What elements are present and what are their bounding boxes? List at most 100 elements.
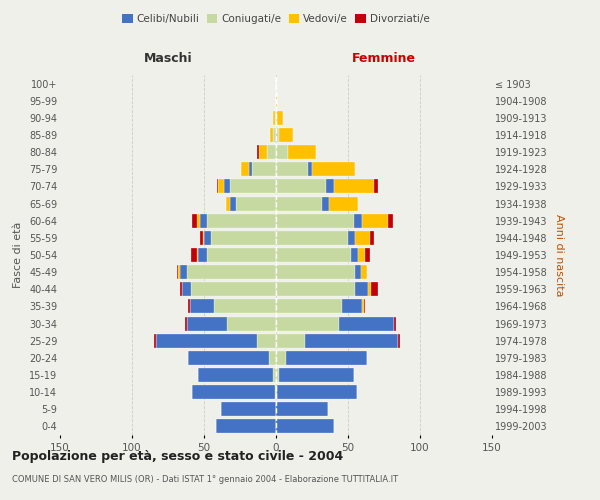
Bar [197, 248, 198, 262]
Bar [388, 214, 392, 228]
Bar [214, 300, 276, 314]
Bar [279, 128, 293, 142]
Bar [354, 214, 362, 228]
Bar [342, 300, 362, 314]
Bar [368, 282, 371, 296]
Bar [193, 385, 275, 399]
Bar [276, 180, 326, 194]
Bar [273, 111, 275, 125]
Bar [259, 145, 268, 159]
Bar [190, 300, 214, 314]
Bar [276, 334, 305, 347]
Bar [361, 265, 367, 279]
Bar [241, 162, 248, 176]
Bar [276, 300, 342, 314]
Bar [200, 214, 207, 228]
Bar [268, 145, 276, 159]
Bar [355, 231, 370, 245]
Bar [340, 316, 394, 330]
Bar [276, 231, 348, 245]
Text: Maschi: Maschi [143, 52, 193, 65]
Bar [224, 180, 230, 194]
Bar [182, 282, 191, 296]
Bar [187, 265, 276, 279]
Bar [230, 180, 276, 194]
Bar [191, 248, 197, 262]
Y-axis label: Anni di nascita: Anni di nascita [554, 214, 564, 296]
Bar [355, 282, 368, 296]
Bar [176, 265, 178, 279]
Bar [221, 402, 276, 416]
Bar [276, 94, 277, 108]
Bar [276, 402, 328, 416]
Bar [362, 300, 364, 314]
Bar [334, 180, 374, 194]
Bar [276, 282, 355, 296]
Bar [276, 351, 286, 365]
Bar [197, 214, 200, 228]
Text: COMUNE DI SAN VERO MILIS (OR) - Dati ISTAT 1° gennaio 2004 - Elaborazione TUTTIT: COMUNE DI SAN VERO MILIS (OR) - Dati IST… [12, 475, 398, 484]
Bar [257, 334, 276, 347]
Bar [187, 316, 227, 330]
Bar [276, 420, 334, 434]
Bar [200, 231, 203, 245]
Bar [365, 248, 370, 262]
Bar [204, 231, 211, 245]
Bar [355, 265, 361, 279]
Bar [277, 385, 356, 399]
Bar [305, 334, 398, 347]
Bar [358, 248, 365, 262]
Bar [248, 162, 251, 176]
Bar [193, 214, 197, 228]
Text: Femmine: Femmine [352, 52, 416, 65]
Text: Popolazione per età, sesso e stato civile - 2004: Popolazione per età, sesso e stato civil… [12, 450, 343, 463]
Bar [276, 368, 279, 382]
Bar [269, 351, 276, 365]
Bar [178, 265, 179, 279]
Bar [188, 351, 269, 365]
Bar [211, 231, 276, 245]
Bar [257, 145, 259, 159]
Bar [362, 214, 388, 228]
Bar [276, 385, 277, 399]
Bar [207, 214, 276, 228]
Bar [154, 334, 157, 347]
Bar [276, 162, 308, 176]
Bar [275, 111, 276, 125]
Bar [276, 196, 322, 210]
Bar [371, 282, 378, 296]
Bar [273, 128, 276, 142]
Bar [398, 334, 400, 347]
Bar [236, 196, 276, 210]
Bar [348, 231, 355, 245]
Bar [273, 368, 276, 382]
Bar [276, 265, 355, 279]
Bar [329, 196, 358, 210]
Bar [308, 162, 312, 176]
Bar [227, 316, 276, 330]
Bar [198, 248, 207, 262]
Bar [286, 351, 367, 365]
Bar [276, 214, 354, 228]
Bar [312, 162, 355, 176]
Bar [157, 334, 257, 347]
Bar [188, 300, 190, 314]
Bar [191, 282, 276, 296]
Bar [374, 180, 378, 194]
Bar [215, 420, 276, 434]
Bar [394, 316, 395, 330]
Bar [251, 162, 276, 176]
Bar [370, 231, 374, 245]
Bar [270, 128, 273, 142]
Bar [207, 248, 276, 262]
Bar [185, 316, 187, 330]
Legend: Celibi/Nubili, Coniugati/e, Vedovi/e, Divorziati/e: Celibi/Nubili, Coniugati/e, Vedovi/e, Di… [118, 10, 434, 29]
Bar [179, 265, 187, 279]
Bar [287, 145, 316, 159]
Bar [364, 300, 365, 314]
Bar [217, 180, 218, 194]
Bar [179, 282, 182, 296]
Bar [276, 111, 277, 125]
Bar [218, 180, 224, 194]
Bar [275, 385, 276, 399]
